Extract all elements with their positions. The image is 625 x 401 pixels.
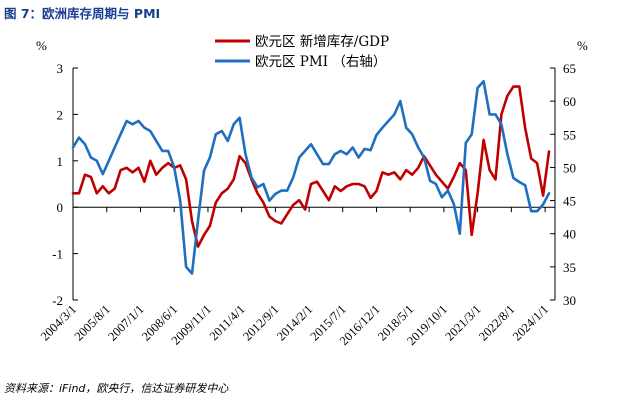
legend: 欧元区 新增库存/GDP 欧元区 PMI （右轴） xyxy=(215,34,389,70)
series-line-pmi xyxy=(71,80,551,275)
source-note: 资料来源：iFind，欧央行，信达证券研发中心 xyxy=(4,382,229,395)
x-axis-tick-label: 2012/9/1 xyxy=(240,302,281,343)
left-axis-tick-label: 3 xyxy=(57,61,64,76)
right-axis-tick-label: 40 xyxy=(563,227,576,242)
x-axis-tick-label: 2021/3/1 xyxy=(442,302,483,343)
series-line-inventory-gdp xyxy=(71,85,551,248)
left-axis-tick-label: -1 xyxy=(52,247,63,262)
x-axis-tick-label: 2022/8/1 xyxy=(476,302,517,343)
legend-label-inventory: 欧元区 新增库存/GDP xyxy=(255,34,389,50)
right-axis-tick-label: 60 xyxy=(563,94,576,109)
right-axis-tick-label: 55 xyxy=(563,127,576,142)
left-axis-tick-label: 2 xyxy=(57,107,64,122)
x-axis-tick-label: 2024/1/1 xyxy=(510,302,551,343)
figure-title: 图 7：欧洲库存周期与 PMI xyxy=(4,6,161,21)
legend-label-pmi: 欧元区 PMI （右轴） xyxy=(255,54,386,70)
right-axis-tick-label: 30 xyxy=(563,293,576,308)
x-axis-tick-label: 2004/3/1 xyxy=(38,302,79,343)
x-axis-tick-label: 2011/4/1 xyxy=(207,302,248,343)
x-axis-tick-label: 2005/8/1 xyxy=(72,302,113,343)
right-axis-tick-label: 50 xyxy=(563,160,576,175)
x-axis-tick-label: 2007/1/1 xyxy=(105,302,146,343)
left-axis-unit: % xyxy=(36,38,47,53)
left-axis-tick-label: 0 xyxy=(57,200,64,215)
x-axis-tick-label: 2014/2/1 xyxy=(274,302,315,343)
left-axis-tick-label: 1 xyxy=(57,154,64,169)
right-axis-tick-label: 35 xyxy=(563,260,576,275)
left-axis-tick-label: -2 xyxy=(52,293,63,308)
series-lines xyxy=(71,80,551,275)
right-axis-tick-label: 45 xyxy=(563,194,576,209)
right-axis-tick-label: 65 xyxy=(563,61,576,76)
right-axis-unit: % xyxy=(577,38,588,53)
